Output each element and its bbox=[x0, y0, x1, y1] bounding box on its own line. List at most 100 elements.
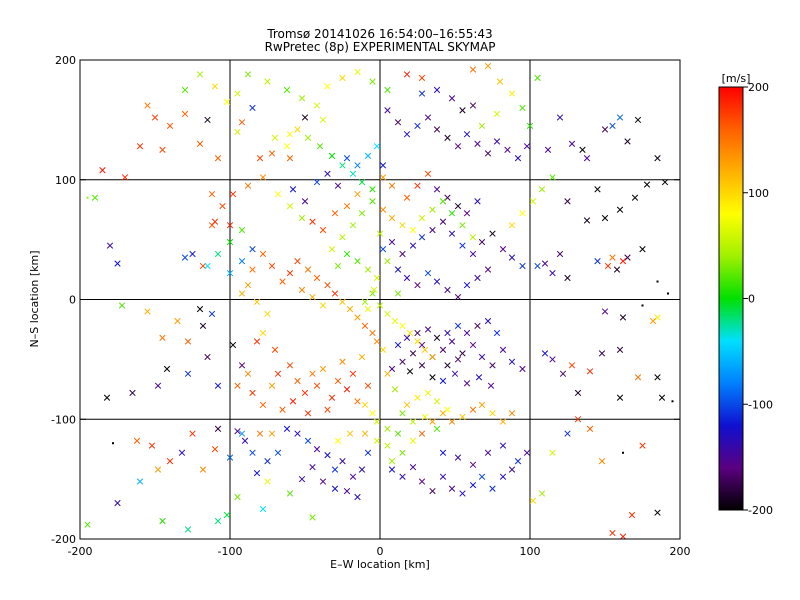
point-cross bbox=[454, 454, 462, 461]
point-cross bbox=[214, 155, 222, 162]
point-cross bbox=[174, 317, 181, 325]
point-cross bbox=[534, 74, 541, 82]
point-cross bbox=[259, 174, 267, 181]
point-cross bbox=[238, 290, 246, 297]
point-cross bbox=[339, 458, 346, 465]
point-cross bbox=[469, 234, 477, 241]
point-cross bbox=[403, 71, 411, 78]
point-cross bbox=[106, 242, 114, 249]
point-cross bbox=[526, 122, 534, 130]
point-cross bbox=[214, 425, 222, 432]
point-cross bbox=[616, 114, 624, 121]
point-cross bbox=[309, 463, 316, 471]
point-cross bbox=[309, 370, 316, 377]
point-cross bbox=[268, 150, 276, 157]
point-cross bbox=[508, 466, 516, 473]
point-cross bbox=[253, 338, 261, 345]
point-cross bbox=[429, 374, 436, 381]
point-cross bbox=[598, 458, 606, 465]
point-cross bbox=[214, 250, 222, 258]
point-cross bbox=[298, 286, 306, 294]
point-cross bbox=[286, 490, 294, 497]
point-cross bbox=[331, 466, 339, 473]
point-cross bbox=[448, 210, 456, 217]
point-cross bbox=[226, 454, 234, 461]
point-cross bbox=[343, 487, 351, 495]
point-cross bbox=[429, 206, 436, 213]
point-cross bbox=[211, 218, 219, 225]
x-tick-label: 0 bbox=[377, 545, 384, 558]
point-cross bbox=[379, 206, 387, 213]
point-cross bbox=[226, 270, 234, 277]
point-cross bbox=[493, 329, 501, 337]
point-cross bbox=[418, 478, 426, 485]
point-cross bbox=[334, 437, 342, 444]
point-cross bbox=[489, 410, 496, 417]
point-cross bbox=[271, 134, 279, 141]
point-cross bbox=[274, 449, 282, 456]
point-cross bbox=[364, 305, 372, 313]
y-tick-label: 200 bbox=[55, 54, 76, 67]
point-cross bbox=[484, 62, 492, 70]
point-dot bbox=[86, 196, 89, 199]
point-cross bbox=[354, 314, 361, 321]
point-cross bbox=[286, 362, 294, 369]
point-cross bbox=[414, 122, 421, 130]
point-cross bbox=[264, 478, 271, 485]
x-tick-label: 200 bbox=[670, 545, 691, 558]
colorbar-tick-label: 0 bbox=[748, 293, 755, 306]
point-cross bbox=[619, 314, 627, 321]
point-cross bbox=[259, 505, 267, 513]
point-cross bbox=[259, 329, 267, 337]
point-cross bbox=[313, 274, 321, 282]
point-cross bbox=[463, 281, 471, 289]
colorbar-ticks: -200 -100 0 100 200 bbox=[743, 81, 773, 517]
point-cross bbox=[339, 162, 346, 169]
point-cross bbox=[238, 362, 246, 369]
point-cross bbox=[354, 258, 361, 265]
point-cross bbox=[286, 155, 294, 162]
point-cross bbox=[118, 302, 126, 309]
point-cross bbox=[279, 406, 286, 413]
point-cross bbox=[439, 473, 447, 480]
point-cross bbox=[384, 107, 391, 114]
point-cross bbox=[514, 155, 522, 162]
point-cross bbox=[654, 314, 661, 321]
point-cross bbox=[388, 466, 396, 473]
point-cross bbox=[331, 210, 339, 217]
y-axis-label: N–S location [km] bbox=[28, 250, 41, 347]
point-cross bbox=[454, 202, 462, 210]
point-cross bbox=[249, 104, 256, 112]
point-cross bbox=[364, 449, 372, 456]
point-cross bbox=[346, 430, 354, 437]
point-cross bbox=[424, 170, 432, 177]
point-cross bbox=[358, 466, 366, 473]
y-axis-ticks: -200 -100 0 100 200 bbox=[51, 54, 680, 546]
point-cross bbox=[144, 308, 151, 315]
point-cross bbox=[474, 322, 481, 329]
point-cross bbox=[286, 131, 294, 138]
point-cross bbox=[448, 485, 456, 492]
point-cross bbox=[568, 140, 576, 147]
point-cross bbox=[249, 246, 256, 253]
point-cross bbox=[556, 114, 564, 121]
y-tick-label: -100 bbox=[51, 413, 76, 426]
point-cross bbox=[424, 114, 432, 121]
point-cross bbox=[384, 370, 391, 377]
point-cross bbox=[478, 353, 486, 361]
point-cross bbox=[424, 270, 432, 277]
point-cross bbox=[234, 90, 241, 97]
point-cross bbox=[361, 298, 369, 306]
point-cross bbox=[418, 214, 426, 222]
point-cross bbox=[159, 146, 166, 153]
point-cross bbox=[564, 274, 571, 282]
point-cross bbox=[658, 394, 666, 401]
point-cross bbox=[444, 286, 451, 294]
point-cross bbox=[439, 346, 447, 353]
point-cross bbox=[253, 469, 261, 477]
point-cross bbox=[324, 406, 331, 413]
point-cross bbox=[444, 329, 451, 337]
point-cross bbox=[574, 389, 582, 397]
point-cross bbox=[91, 194, 99, 201]
point-cross bbox=[418, 234, 426, 241]
